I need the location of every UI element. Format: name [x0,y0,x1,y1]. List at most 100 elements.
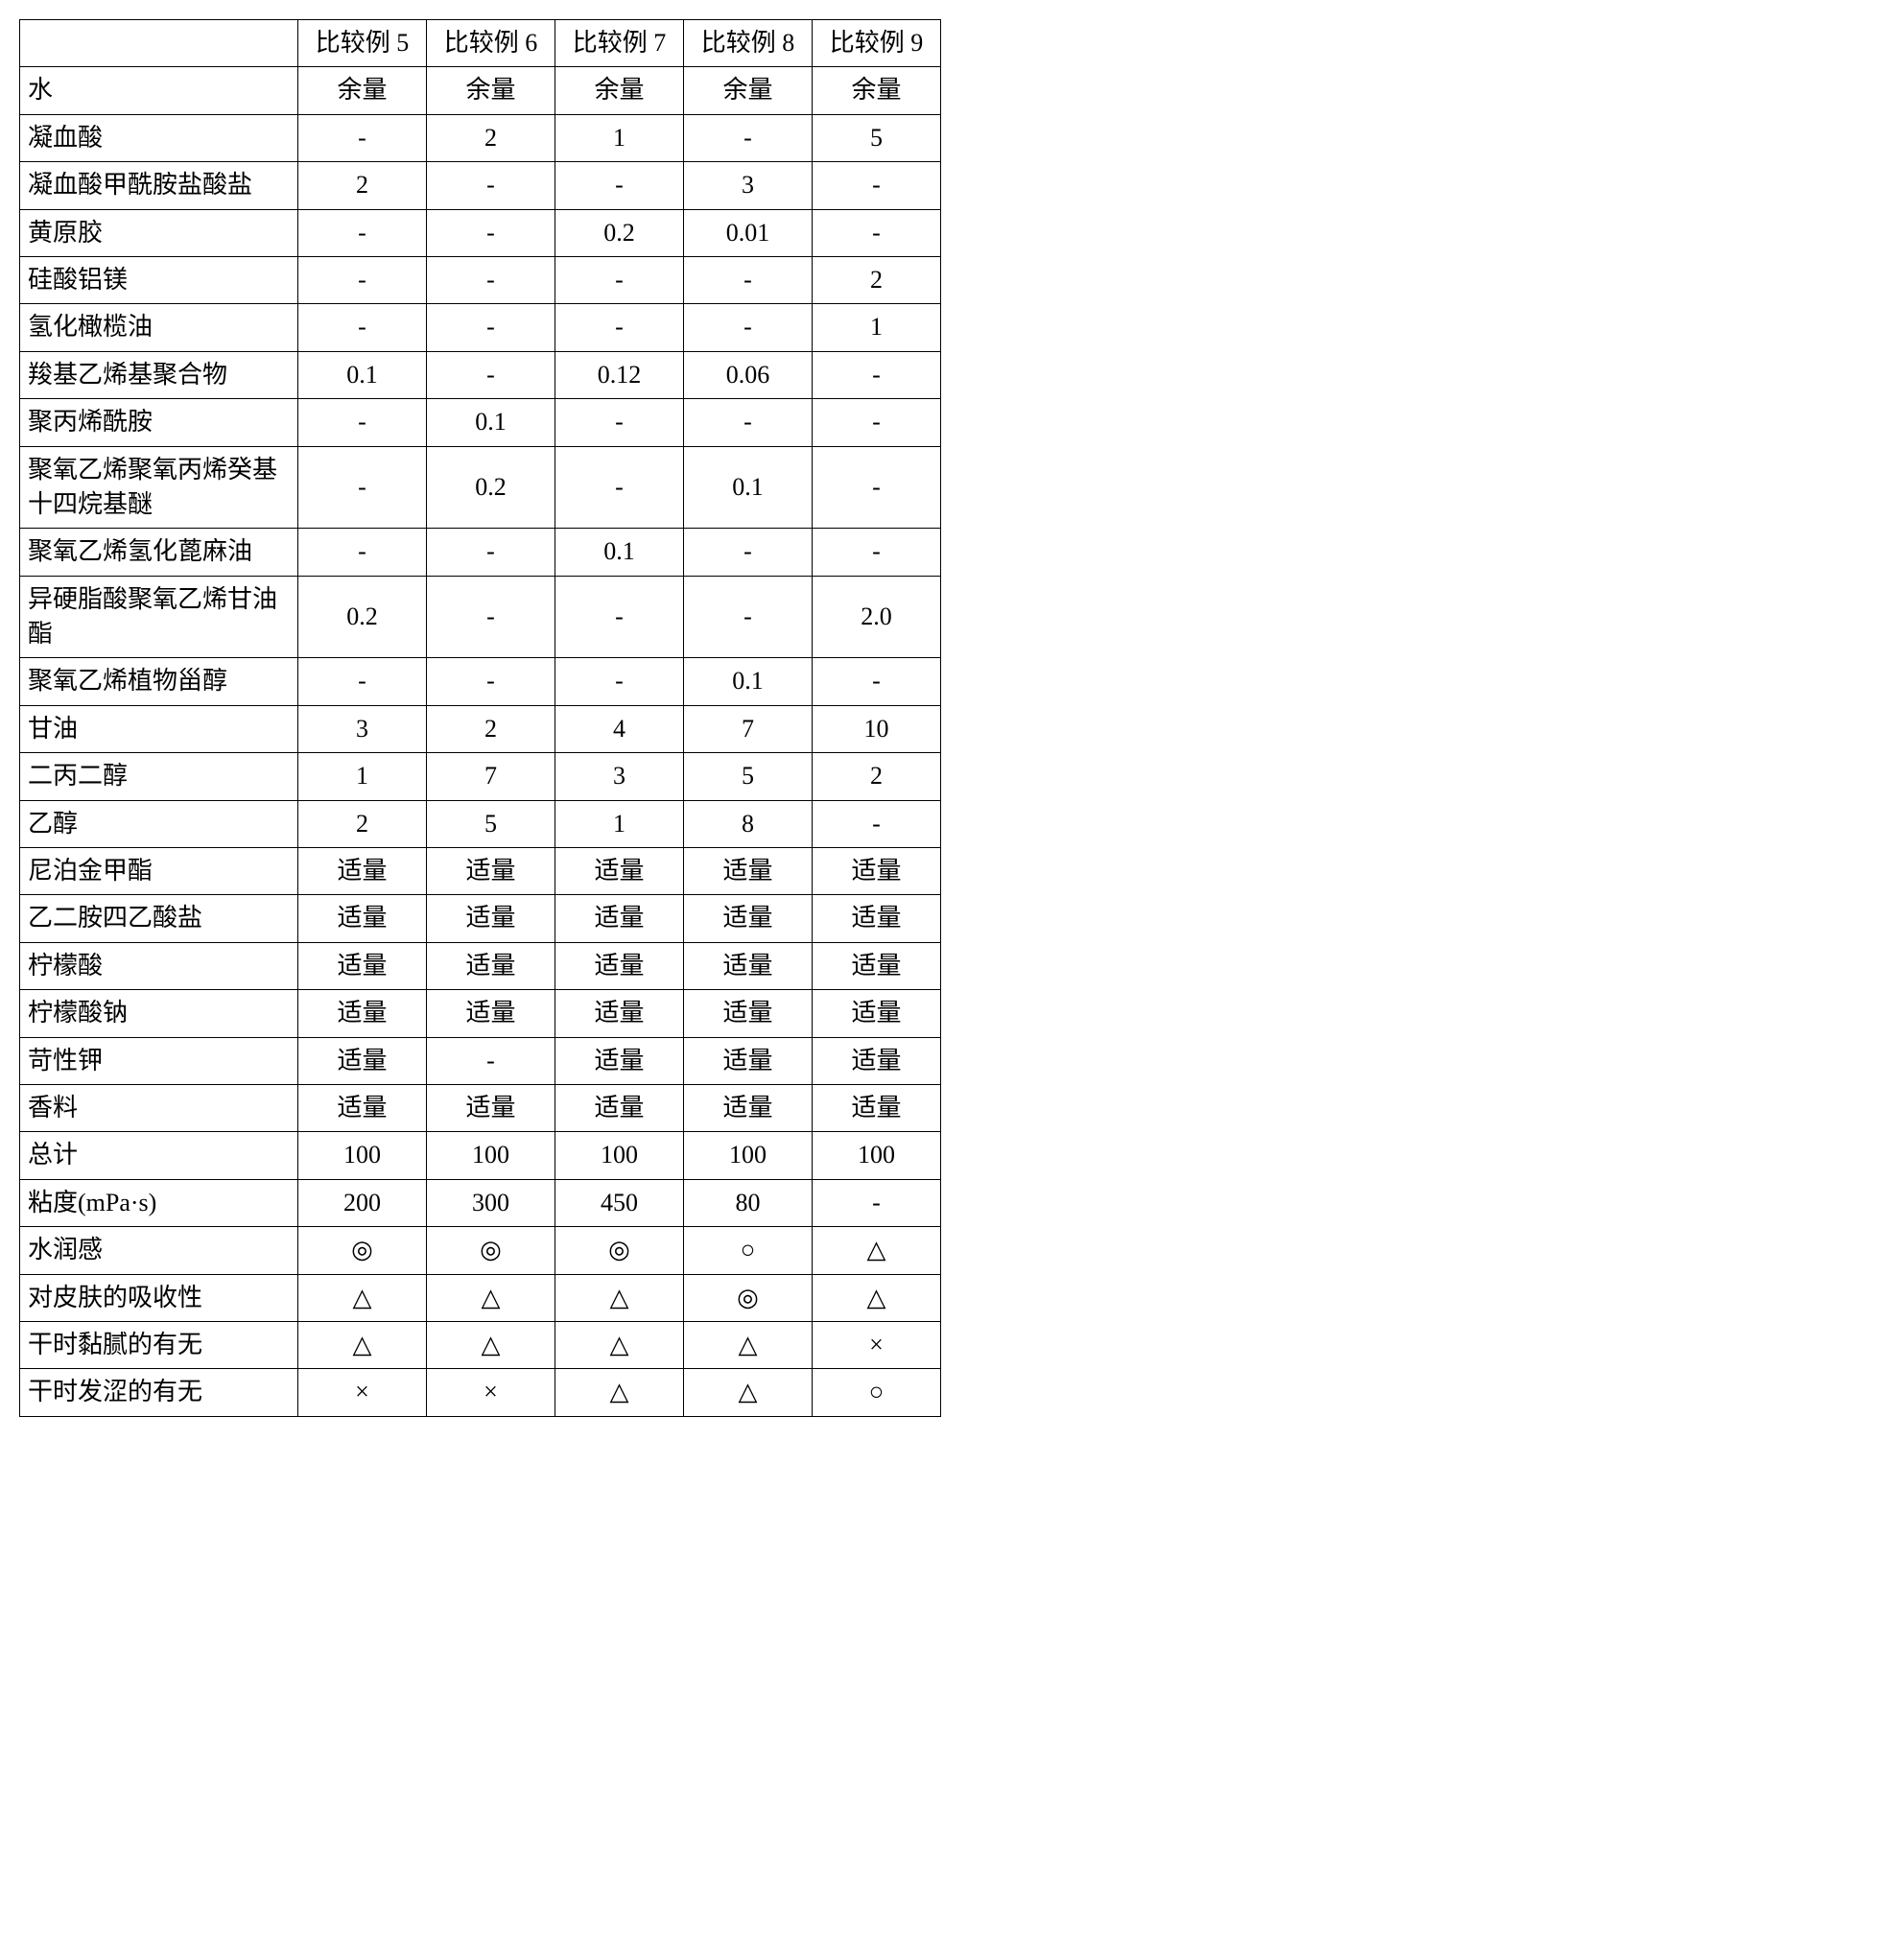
row-label: 对皮肤的吸收性 [20,1274,298,1321]
row-value: 80 [684,1179,813,1226]
row-value: - [427,209,555,256]
row-value: - [555,162,684,209]
row-value: 100 [298,1132,427,1179]
row-value: △ [298,1274,427,1321]
table-row: 凝血酸甲酰胺盐酸盐2--3- [20,162,941,209]
row-value: 3 [684,162,813,209]
row-value: 2 [813,753,941,800]
row-label: 凝血酸甲酰胺盐酸盐 [20,162,298,209]
row-value: - [427,529,555,576]
table-row: 水余量余量余量余量余量 [20,67,941,114]
row-value: 适量 [427,990,555,1037]
row-value: - [813,800,941,847]
row-value: 200 [298,1179,427,1226]
table-row: 乙二胺四乙酸盐适量适量适量适量适量 [20,895,941,942]
row-value: △ [555,1369,684,1416]
row-value: - [684,576,813,658]
row-value: 适量 [813,990,941,1037]
row-value: - [298,399,427,446]
row-value: 0.01 [684,209,813,256]
row-value: - [427,256,555,303]
row-value: 7 [427,753,555,800]
row-value: - [813,446,941,529]
row-value: 300 [427,1179,555,1226]
row-label: 总计 [20,1132,298,1179]
row-value: 0.06 [684,351,813,398]
row-value: - [555,256,684,303]
row-value: - [684,529,813,576]
row-value: × [427,1369,555,1416]
row-value: - [555,576,684,658]
row-value: ◎ [555,1227,684,1274]
row-label: 聚氧乙烯氢化蓖麻油 [20,529,298,576]
row-value: ◎ [427,1227,555,1274]
row-value: - [813,209,941,256]
table-row: 聚氧乙烯植物甾醇---0.1- [20,658,941,705]
row-value: 适量 [684,848,813,895]
table-row: 黄原胶--0.20.01- [20,209,941,256]
row-value: 2 [813,256,941,303]
row-label: 柠檬酸 [20,942,298,989]
table-row: 粘度(mPa·s)20030045080- [20,1179,941,1226]
row-value: 余量 [427,67,555,114]
row-label: 甘油 [20,705,298,752]
table-row: 氢化橄榄油----1 [20,304,941,351]
row-value: - [684,304,813,351]
row-label: 尼泊金甲酯 [20,848,298,895]
row-value: 2 [427,114,555,161]
row-value: - [427,1037,555,1084]
row-value: 适量 [813,1084,941,1131]
row-value: 5 [684,753,813,800]
row-value: 余量 [555,67,684,114]
row-value: 适量 [555,1037,684,1084]
table-row: 香料适量适量适量适量适量 [20,1084,941,1131]
row-value: 0.1 [555,529,684,576]
row-value: ○ [813,1369,941,1416]
row-value: 5 [427,800,555,847]
row-value: 适量 [298,990,427,1037]
row-value: △ [555,1321,684,1368]
table-row: 总计100100100100100 [20,1132,941,1179]
row-value: 适量 [555,990,684,1037]
table-row: 柠檬酸适量适量适量适量适量 [20,942,941,989]
row-value: 2 [427,705,555,752]
table-row: 羧基乙烯基聚合物0.1-0.120.06- [20,351,941,398]
row-value: 适量 [684,942,813,989]
row-value: - [813,658,941,705]
row-value: 适量 [684,1037,813,1084]
col-header: 比较例 5 [298,20,427,67]
row-value: - [813,162,941,209]
table-row: 异硬脂酸聚氧乙烯甘油酯0.2---2.0 [20,576,941,658]
row-value: - [813,1179,941,1226]
row-value: 100 [427,1132,555,1179]
row-value: 适量 [684,895,813,942]
col-header: 比较例 8 [684,20,813,67]
row-value: △ [813,1274,941,1321]
col-header [20,20,298,67]
row-label: 粘度(mPa·s) [20,1179,298,1226]
table-row: 聚氧乙烯聚氧丙烯癸基十四烷基醚-0.2-0.1- [20,446,941,529]
row-value: ○ [684,1227,813,1274]
row-value: △ [684,1321,813,1368]
row-value: 适量 [298,942,427,989]
row-value: - [298,304,427,351]
row-value: 适量 [555,848,684,895]
row-value: - [555,304,684,351]
row-value: △ [298,1321,427,1368]
row-label: 硅酸铝镁 [20,256,298,303]
row-value: - [684,256,813,303]
row-value: 0.2 [555,209,684,256]
row-value: 适量 [555,1084,684,1131]
table-row: 干时黏腻的有无△△△△× [20,1321,941,1368]
row-value: 1 [555,114,684,161]
row-value: ◎ [298,1227,427,1274]
row-value: 0.1 [298,351,427,398]
row-value: - [555,446,684,529]
row-value: - [555,658,684,705]
row-value: 3 [555,753,684,800]
row-label: 氢化橄榄油 [20,304,298,351]
row-value: 5 [813,114,941,161]
row-value: × [298,1369,427,1416]
row-value: 1 [298,753,427,800]
row-value: 适量 [555,895,684,942]
